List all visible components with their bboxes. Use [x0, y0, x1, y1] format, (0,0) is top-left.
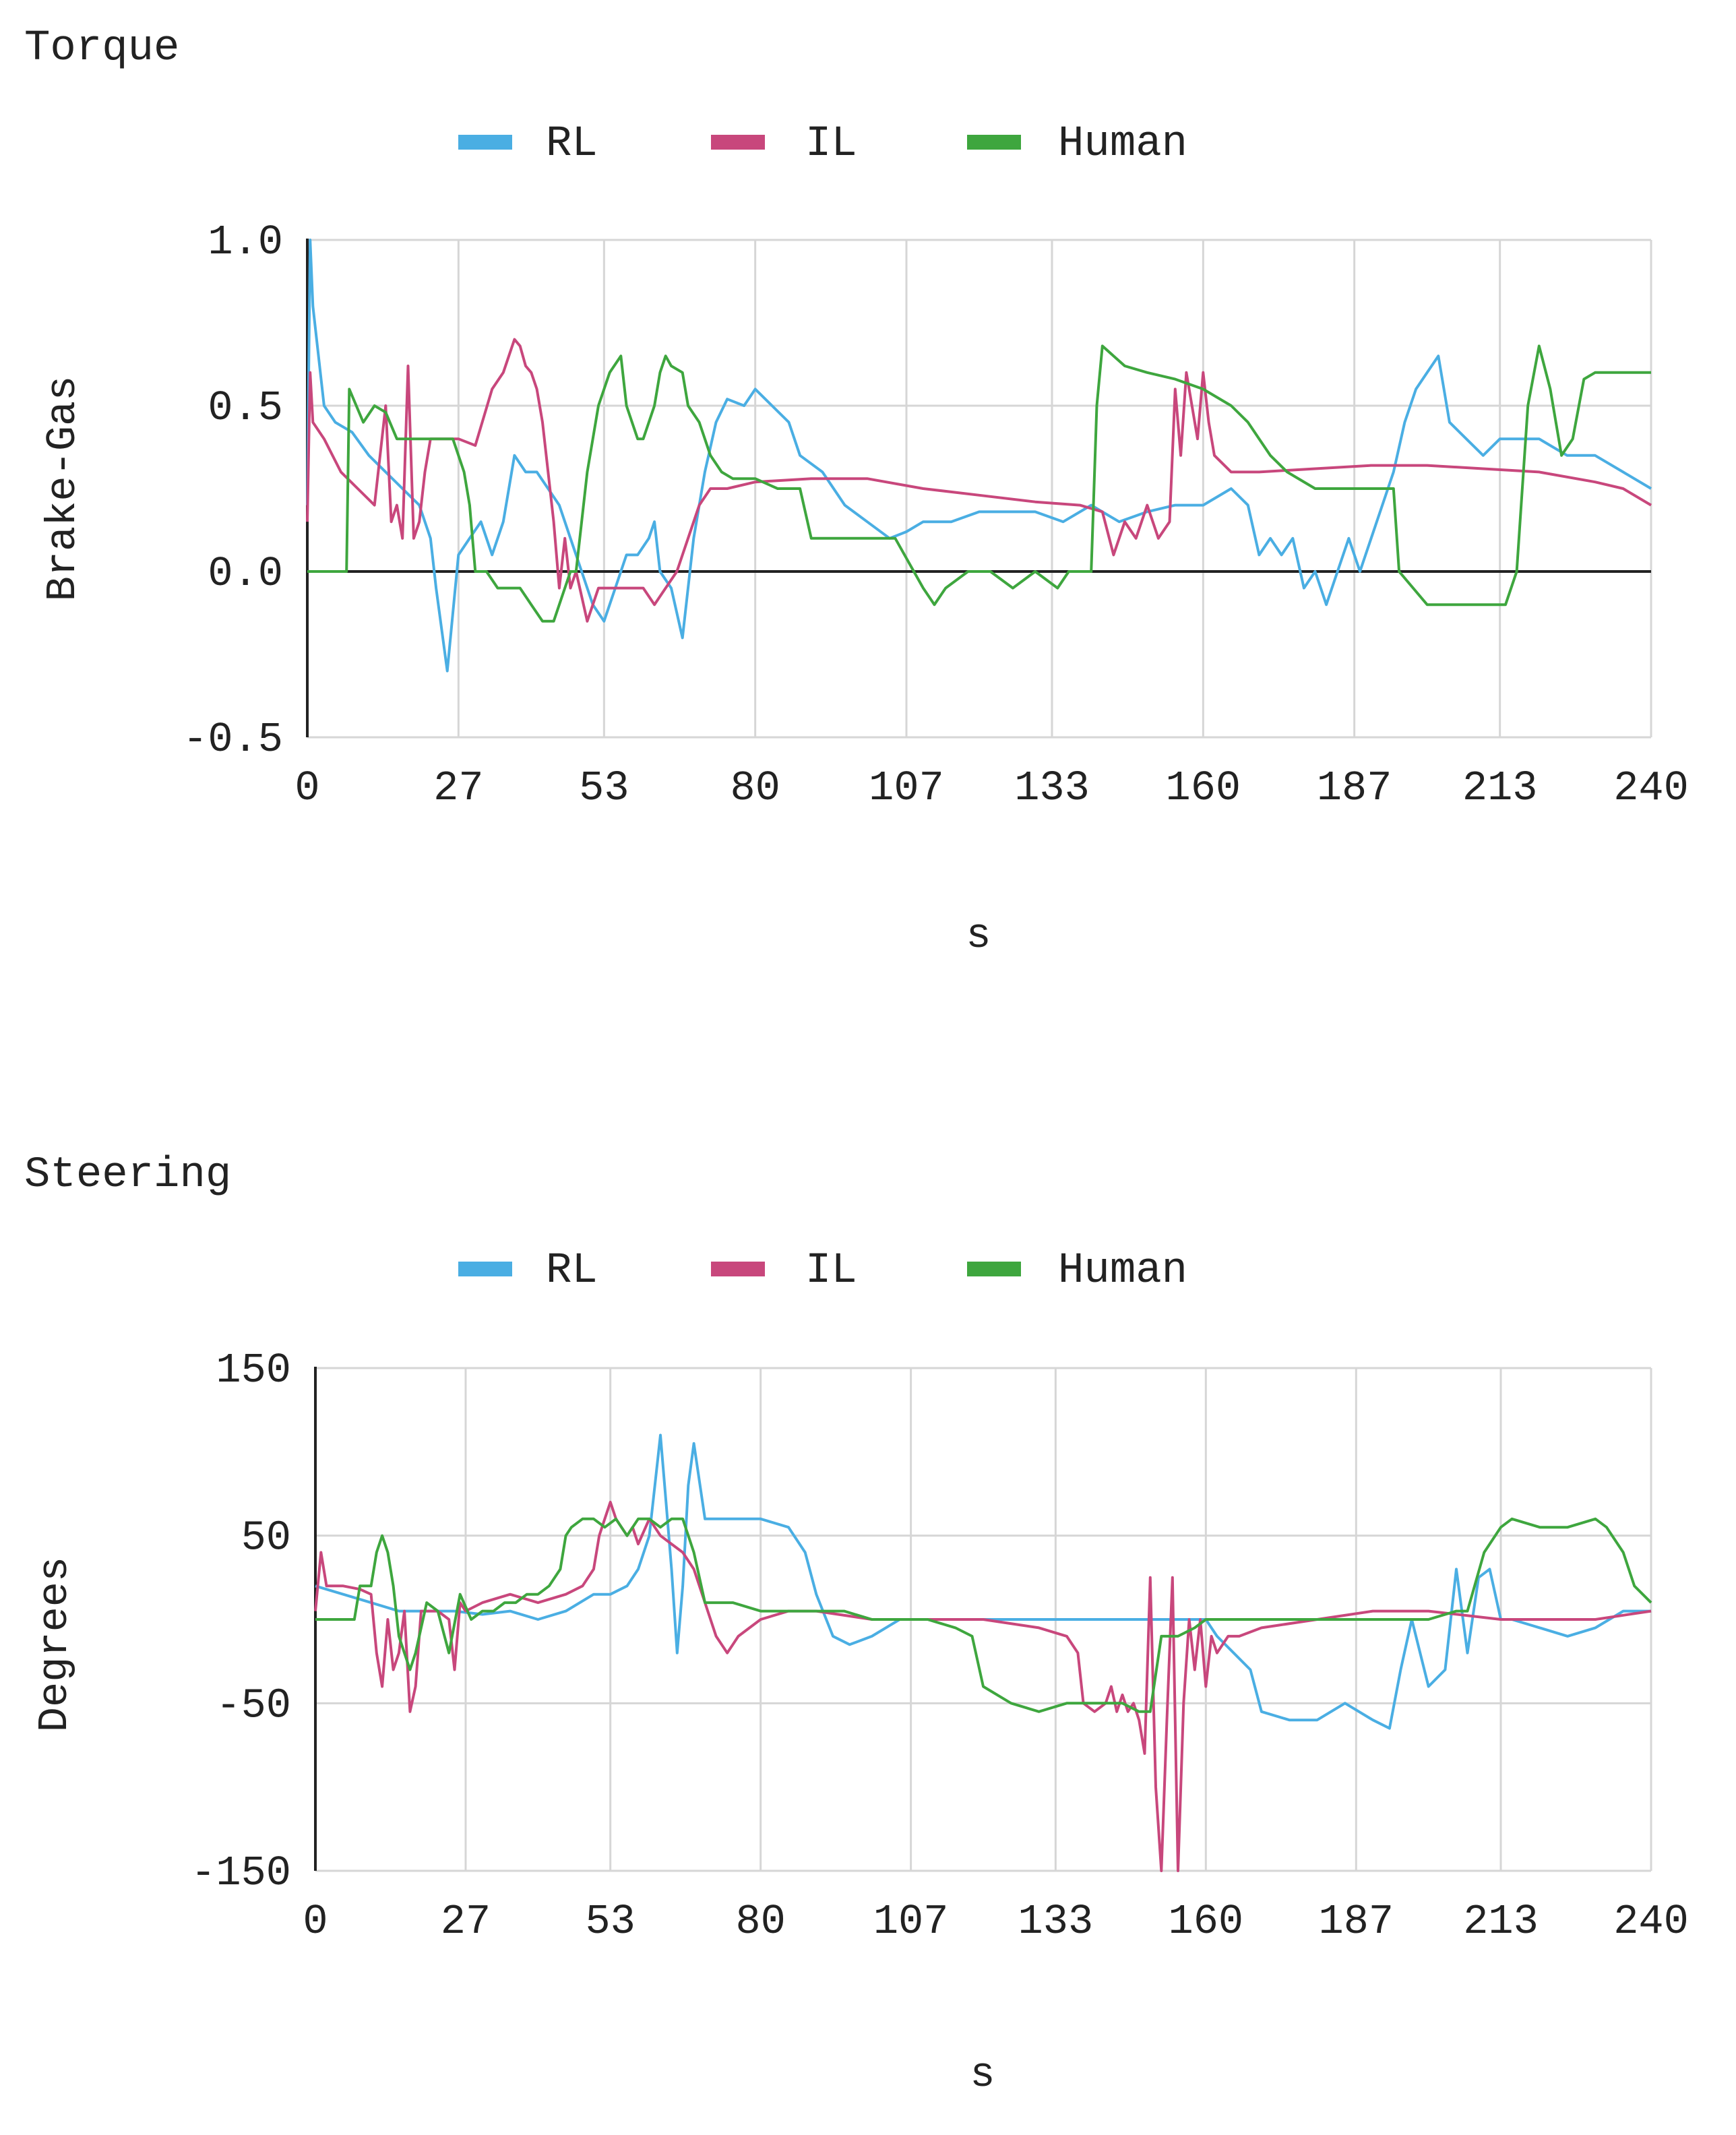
- torque-x-tick-label: 213: [1462, 764, 1538, 812]
- steering-plot: 0 27 53 80 107 133 160 187 213 240 150 50 -50 -150: [191, 1347, 1689, 1946]
- steering-x-tick-label: 53: [585, 1898, 635, 1946]
- steering-x-tick-label: 187: [1318, 1898, 1394, 1946]
- steering-y-tick-label: -150: [191, 1849, 291, 1897]
- torque-y-tick-label: 1.0: [208, 218, 283, 266]
- steering-x-tick-label: 160: [1169, 1898, 1244, 1946]
- steering-legend: RL IL Human: [458, 1247, 1187, 1295]
- torque-x-tick-label: 187: [1317, 764, 1392, 812]
- torque-legend-label-rl: RL: [546, 120, 598, 168]
- steering-y-tick-label: 150: [216, 1347, 291, 1394]
- steering-x-tick-label: 213: [1463, 1898, 1539, 1946]
- torque-y-axis-label: Brake-Gas: [39, 376, 87, 602]
- steering-x-tick-label: 80: [735, 1898, 785, 1946]
- torque-x-tick-label: 53: [579, 764, 629, 812]
- steering-legend-swatch-rl: [458, 1262, 512, 1276]
- torque-series-il: [306, 338, 1652, 623]
- torque-series-rl: [306, 239, 1652, 673]
- torque-legend-swatch-human: [967, 135, 1021, 150]
- steering-title: Steering: [24, 1151, 231, 1200]
- torque-x-axis-label: s: [966, 912, 991, 960]
- torque-legend-swatch-il: [711, 135, 765, 150]
- torque-series-human: [307, 344, 1651, 623]
- steering-series-human: [315, 1517, 1652, 1713]
- steering-series-rl: [315, 1433, 1651, 1730]
- torque-x-tick-label: 80: [730, 764, 780, 812]
- torque-y-tick-label: 0.5: [208, 384, 283, 432]
- steering-legend-swatch-human: [967, 1262, 1021, 1276]
- steering-y-tick-label: -50: [216, 1681, 291, 1729]
- torque-x-tick-label: 133: [1014, 764, 1090, 812]
- steering-x-axis-label: s: [970, 2051, 995, 2099]
- torque-chart: Torque RL IL Human 0 27 53 80 107 133 160 187 21…: [24, 24, 1689, 960]
- steering-legend-label-human: Human: [1058, 1247, 1187, 1295]
- torque-x-tick-label: 0: [294, 764, 319, 812]
- torque-x-tick-label: 160: [1166, 764, 1241, 812]
- torque-x-tick-label: 107: [869, 764, 944, 812]
- steering-legend-label-il: IL: [805, 1247, 857, 1295]
- steering-y-axis-label: Degrees: [31, 1557, 79, 1732]
- steering-x-tick-label: 0: [303, 1898, 328, 1946]
- steering-chart: Steering RL IL Human 0 27 53 80 107 133 160 187…: [24, 1151, 1689, 2099]
- torque-y-tick-label: 0.0: [208, 550, 283, 598]
- steering-legend-label-rl: RL: [546, 1247, 598, 1295]
- steering-x-tick-label: 27: [441, 1898, 491, 1946]
- torque-y-tick-label: -0.5: [183, 716, 283, 764]
- torque-legend-label-il: IL: [805, 120, 857, 168]
- steering-x-tick-label: 107: [873, 1898, 949, 1946]
- torque-x-tick-label: 27: [433, 764, 483, 812]
- torque-legend: RL IL Human: [458, 120, 1187, 168]
- torque-plot: 0 27 53 80 107 133 160 187 213 240 1.0 0.5 0.0 -0.5: [183, 218, 1689, 812]
- steering-legend-swatch-il: [711, 1262, 765, 1276]
- steering-x-tick-label: 240: [1613, 1898, 1689, 1946]
- torque-title: Torque: [24, 24, 179, 73]
- torque-x-tick-label: 240: [1613, 764, 1689, 812]
- steering-y-tick-label: 50: [241, 1514, 291, 1562]
- torque-legend-label-human: Human: [1058, 120, 1187, 168]
- steering-x-tick-label: 133: [1018, 1898, 1094, 1946]
- torque-legend-swatch-rl: [458, 135, 512, 150]
